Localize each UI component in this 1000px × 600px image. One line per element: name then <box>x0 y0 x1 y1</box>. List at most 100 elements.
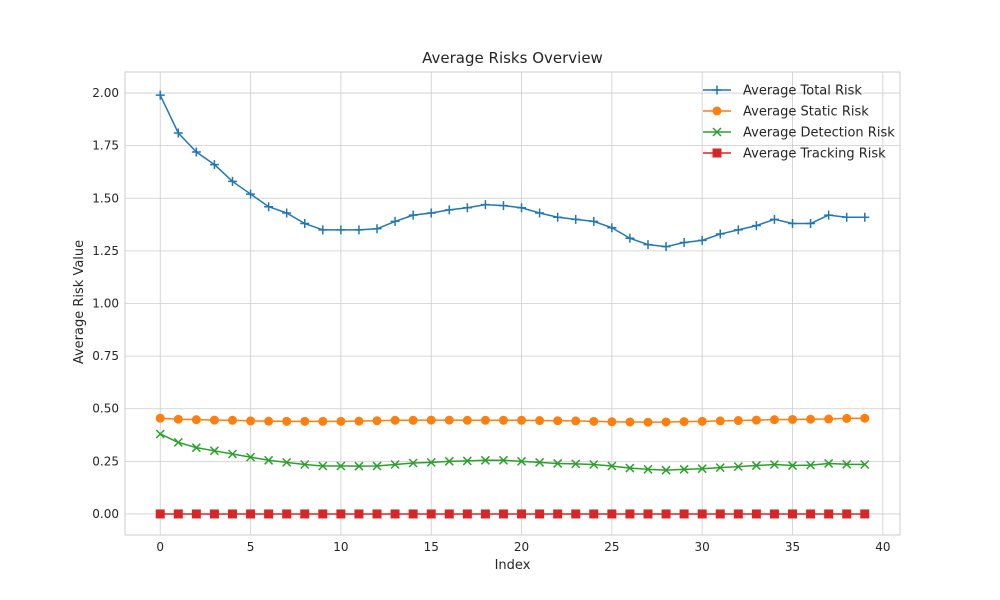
data-point <box>553 416 563 426</box>
data-point <box>480 415 490 425</box>
data-point <box>155 413 165 423</box>
data-point <box>498 455 508 465</box>
data-point <box>318 416 328 426</box>
y-tick-label: 1.00 <box>92 297 119 311</box>
y-tick-label: 2.00 <box>92 86 119 100</box>
data-point <box>264 455 274 465</box>
data-point <box>860 212 870 222</box>
x-tick-label: 35 <box>785 540 800 554</box>
data-point <box>661 417 671 427</box>
data-point <box>697 464 707 474</box>
data-point <box>426 415 436 425</box>
data-point <box>535 208 545 218</box>
data-point <box>806 219 816 229</box>
data-point <box>589 509 599 519</box>
data-point <box>643 240 653 250</box>
data-point <box>697 235 707 245</box>
x-tick-label: 10 <box>333 540 348 554</box>
data-point <box>553 509 563 519</box>
data-point <box>318 225 328 235</box>
data-point <box>227 415 237 425</box>
data-point <box>607 417 617 427</box>
legend-marker <box>712 85 722 95</box>
data-point <box>444 509 454 519</box>
data-point <box>607 461 617 471</box>
data-point <box>679 237 689 247</box>
data-point <box>246 509 256 519</box>
legend-marker <box>712 106 722 116</box>
data-point <box>462 203 472 213</box>
data-point <box>300 459 310 470</box>
data-point <box>209 509 219 519</box>
x-tick-label: 15 <box>424 540 439 554</box>
data-point <box>498 201 508 211</box>
data-point <box>607 223 617 233</box>
data-point <box>517 456 527 466</box>
data-point <box>679 464 689 474</box>
data-point <box>282 509 292 519</box>
data-point <box>787 461 798 471</box>
data-point <box>715 229 725 239</box>
data-point <box>354 461 364 471</box>
data-point <box>571 509 581 519</box>
data-point <box>408 458 418 468</box>
data-point <box>571 459 581 469</box>
data-point <box>715 463 725 473</box>
data-point <box>209 415 219 425</box>
legend-marker <box>712 127 722 137</box>
x-tick-label: 5 <box>247 540 255 554</box>
data-point <box>625 417 635 427</box>
data-point <box>769 459 779 470</box>
legend-item: Average Detection Risk <box>703 126 895 141</box>
series-line <box>159 433 865 471</box>
data-point <box>390 459 400 470</box>
legend-label: Average Tracking Risk <box>743 147 886 162</box>
legend-item: Average Static Risk <box>703 105 869 120</box>
y-tick-label: 0.50 <box>92 402 119 416</box>
legend-marker <box>712 148 722 158</box>
x-tick-label: 25 <box>604 540 619 554</box>
data-point <box>227 449 238 459</box>
legend: Average Total Risk Average Static Risk Ave… <box>703 84 895 162</box>
data-point <box>408 210 418 220</box>
x-tick-label: 40 <box>875 540 890 554</box>
chart-title: Average Risks Overview <box>422 49 603 67</box>
data-point <box>480 509 490 519</box>
plot-frame <box>124 71 901 536</box>
data-point <box>227 509 237 519</box>
data-point <box>679 509 689 519</box>
data-point <box>824 458 834 468</box>
y-axis-label: Average Risk Value <box>72 240 87 364</box>
legend-item: Average Total Risk <box>703 84 862 99</box>
data-point <box>155 429 165 439</box>
data-point <box>372 416 382 426</box>
legend-label: Average Static Risk <box>743 105 869 120</box>
data-point <box>426 208 436 218</box>
data-point <box>336 461 346 471</box>
data-point <box>372 461 382 471</box>
data-point <box>769 214 779 224</box>
data-point <box>733 462 743 472</box>
data-point <box>733 509 743 519</box>
data-point <box>697 509 707 519</box>
series-average-total-risk <box>155 90 870 252</box>
data-point <box>643 509 653 519</box>
data-point <box>264 202 274 212</box>
data-point <box>354 509 364 519</box>
data-point <box>571 416 581 426</box>
data-point <box>426 509 436 519</box>
data-point <box>390 216 400 226</box>
data-point <box>788 414 798 424</box>
y-tick-label: 0.75 <box>92 349 119 363</box>
data-point <box>661 509 671 519</box>
data-point <box>173 414 183 424</box>
data-point <box>282 208 292 218</box>
data-point <box>535 509 545 519</box>
data-point <box>842 212 852 222</box>
data-point <box>806 460 816 470</box>
data-point <box>571 214 581 224</box>
data-point <box>191 443 201 453</box>
data-point <box>842 459 852 469</box>
data-point <box>264 416 274 426</box>
